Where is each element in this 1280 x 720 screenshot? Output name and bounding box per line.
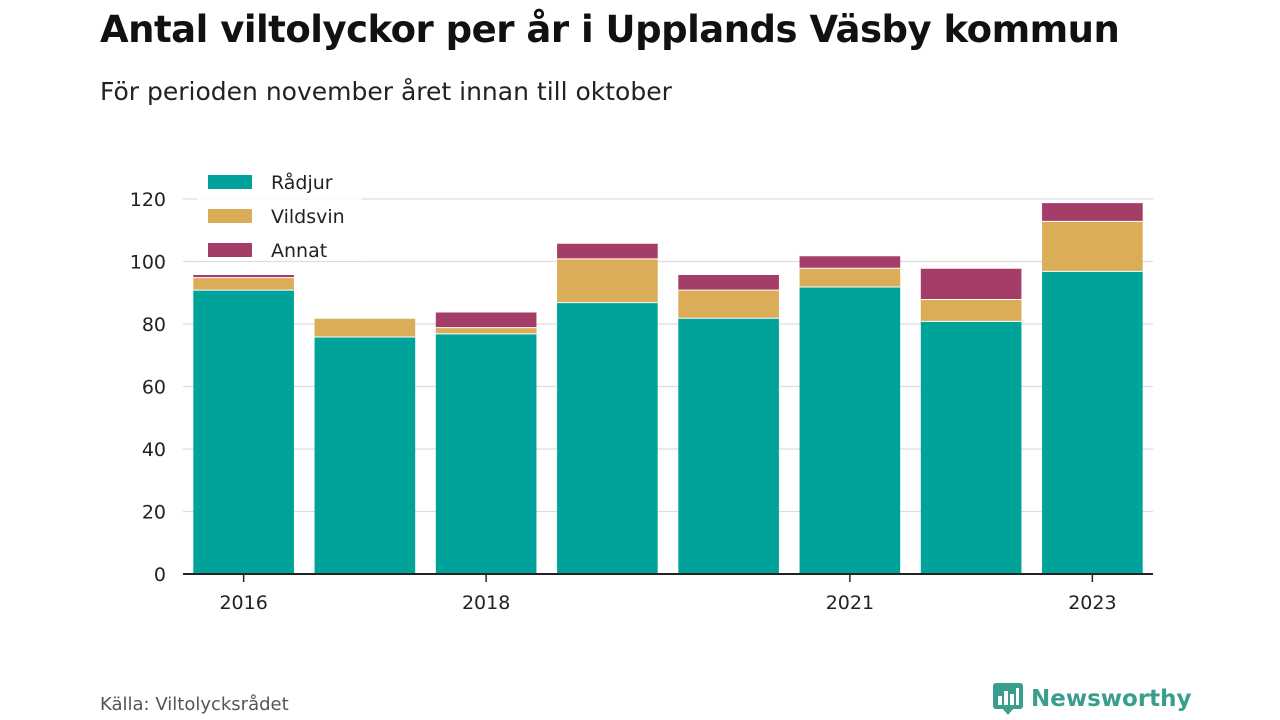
bar-r-djur-2018: [435, 333, 537, 574]
y-tick-label: 100: [130, 252, 166, 274]
bar-annat-2021: [799, 255, 901, 268]
bar-vildsvin-2019: [557, 258, 658, 303]
brand-logo: Newsworthy: [993, 683, 1192, 715]
legend-swatch-annat: [208, 243, 252, 257]
bars: [193, 201, 1143, 574]
bar-vildsvin-2022: [920, 299, 1022, 321]
bar-vildsvin-2021: [799, 267, 901, 287]
legend-swatch-vildsvin: [208, 209, 252, 223]
bar-r-djur-2020: [678, 317, 779, 574]
brand-name: Newsworthy: [1031, 686, 1192, 712]
bar-annat-2018: [435, 311, 537, 328]
bar-r-djur-2021: [799, 286, 901, 574]
bar-r-djur-2019: [557, 302, 658, 574]
bar-annat-2020: [678, 274, 779, 290]
bar-annat-2023: [1042, 202, 1143, 221]
x-tick-label: 2018: [462, 592, 510, 614]
y-tick-label: 120: [130, 189, 166, 211]
bar-annat-2019: [557, 242, 658, 259]
y-tick-label: 40: [142, 439, 166, 461]
legend-label: Vildsvin: [271, 206, 345, 228]
bar-vildsvin-2016: [193, 277, 294, 290]
bar-r-djur-2023: [1042, 270, 1143, 574]
bar-r-djur-2022: [920, 320, 1022, 574]
x-tick-label: 2021: [826, 592, 874, 614]
y-tick-label: 20: [142, 502, 166, 524]
bar-chart-speech-bubble-icon: [993, 683, 1023, 715]
bar-vildsvin-2020: [678, 289, 779, 318]
legend-swatch-r-djur: [208, 175, 252, 189]
bar-vildsvin-2023: [1042, 220, 1143, 271]
legend: Rådjur Vildsvin Annat: [197, 164, 362, 262]
bar-annat-2022: [920, 267, 1022, 299]
source-note: Källa: Viltolycksrådet: [100, 694, 289, 715]
y-tick-label: 60: [142, 377, 166, 399]
bar-annat-2016: [193, 274, 294, 278]
y-tick-label: 80: [142, 314, 166, 336]
chart-title: Antal viltolyckor per år i Upplands Väsb…: [100, 8, 1120, 51]
chart-subtitle: För perioden november året innan till ok…: [100, 77, 672, 106]
bar-r-djur-2016: [193, 289, 294, 574]
bar-vildsvin-2018: [435, 327, 537, 334]
bar-r-djur-2017: [314, 336, 416, 574]
bar-vildsvin-2017: [314, 317, 416, 337]
legend-label: Annat: [271, 240, 327, 262]
legend-label: Rådjur: [271, 171, 333, 194]
y-tick-label: 0: [154, 564, 166, 586]
x-tick-label: 2016: [219, 592, 267, 614]
axes: 0 20 40 60 80 100 120 2016 2018 2021 2023: [130, 189, 1153, 614]
x-tick-label: 2023: [1068, 592, 1116, 614]
